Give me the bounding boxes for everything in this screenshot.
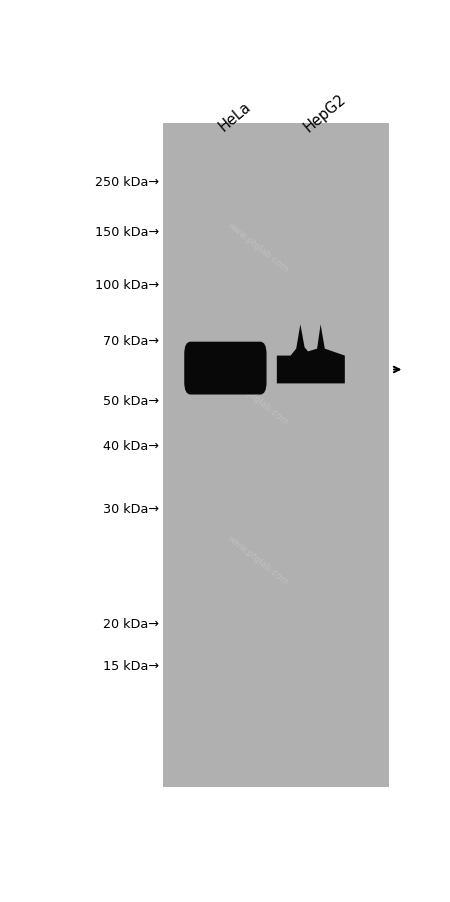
Text: 150 kDa→: 150 kDa→ <box>95 226 159 238</box>
Text: 30 kDa→: 30 kDa→ <box>103 502 159 515</box>
FancyBboxPatch shape <box>184 342 266 395</box>
Text: 70 kDa→: 70 kDa→ <box>103 335 159 347</box>
Text: www.ptglab.com: www.ptglab.com <box>226 220 291 274</box>
Text: 100 kDa→: 100 kDa→ <box>95 279 159 292</box>
Bar <box>162 124 389 787</box>
Text: 15 kDa→: 15 kDa→ <box>103 659 159 673</box>
Text: www.ptglab.com: www.ptglab.com <box>226 533 291 586</box>
Text: 250 kDa→: 250 kDa→ <box>95 176 159 189</box>
Text: 20 kDa→: 20 kDa→ <box>103 617 159 630</box>
Text: HepG2: HepG2 <box>301 91 349 134</box>
Text: www.ptglab.com: www.ptglab.com <box>226 373 291 427</box>
Text: 40 kDa→: 40 kDa→ <box>103 440 159 453</box>
Polygon shape <box>277 325 345 384</box>
Text: HeLa: HeLa <box>216 99 254 134</box>
Text: 50 kDa→: 50 kDa→ <box>103 395 159 408</box>
